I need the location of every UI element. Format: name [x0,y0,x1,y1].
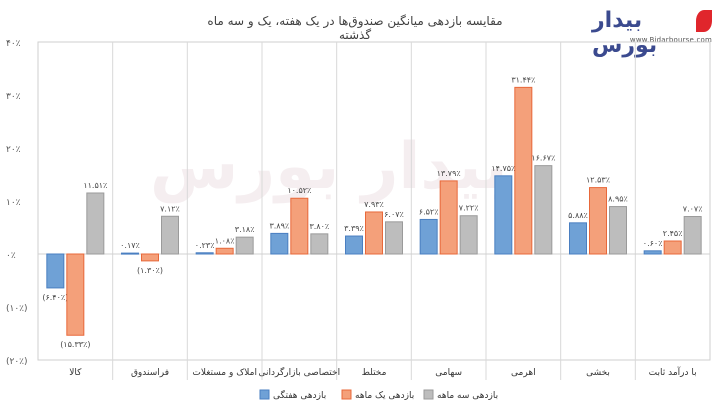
data-label-three_month: ۳.۱۸٪ [235,225,255,234]
y-tick-label: ۱۰٪ [6,198,21,208]
y-tick-label: ۲۰٪ [6,145,21,155]
data-label-three_month: ۱۶.۶۷٪ [531,154,555,163]
bar-weekly [345,235,363,255]
bar-three_month [683,216,702,255]
legend-swatch-weekly [259,389,270,400]
data-label-monthly: ۲.۴۵٪ [663,229,683,238]
data-label-three_month: ۷.۰۷٪ [683,205,703,214]
data-label-weekly: ۰.۲۳٪ [195,241,215,250]
bar-monthly [663,240,682,255]
data-label-weekly: ۳.۳۹٪ [344,224,364,233]
data-label-weekly: (۶.۴۰٪) [42,293,68,302]
data-label-weekly: ۵.۸۸٪ [568,211,588,220]
bar-weekly [643,250,662,255]
data-label-monthly: ۱۲.۵۳٪ [586,176,610,185]
logo-url: www.Bidarbourse.com [629,36,712,44]
legend-label-weekly: بازدهی هفتگی [273,389,326,401]
data-label-weekly: ۰.۱۷٪ [120,241,140,250]
legend-swatch-monthly [341,389,352,400]
logo-mark-icon [696,10,712,32]
bar-monthly [514,86,533,255]
bar-weekly [195,252,214,255]
data-label-monthly: (۱.۳۰٪) [137,266,163,275]
bar-monthly [439,180,458,255]
bar-monthly [141,253,159,262]
chart-title: مقایسه بازدهی میانگین صندوق‌ها در یک هفت… [207,14,503,42]
x-category-label: املاک و مستغلات [192,367,257,378]
bar-weekly [46,253,65,289]
data-label-monthly: ۳۱.۴۴٪ [511,75,535,84]
bar-monthly [215,247,234,255]
y-tick-label: ۴۰٪ [6,39,21,49]
data-label-weekly: ۳.۸۹٪ [269,221,289,230]
bar-weekly [419,218,438,255]
x-category-label: بخشی [586,368,610,378]
x-category-label: مختلط [362,368,387,378]
x-category-label: با درآمد ثابت [649,366,697,378]
legend-swatch-three_month [423,389,434,400]
data-label-monthly: ۱.۰۸٪ [215,236,235,245]
bar-weekly [494,175,513,255]
logo-wordmark: بیدار بورس [592,8,658,58]
data-label-three_month: ۳.۸۰٪ [309,222,329,231]
data-label-three_month: ۱۱.۵۱٪ [83,181,107,190]
bar-three_month [86,192,105,255]
bar-three_month [609,206,627,255]
data-label-three_month: ۷.۱۲٪ [160,204,180,213]
x-category-label: اهرمی [511,368,536,378]
legend-label-three_month: بازدهی سه ماهه [437,391,498,401]
bar-three_month [235,236,254,255]
bar-weekly [121,252,139,255]
data-label-weekly: ۶.۵۲٪ [419,207,439,216]
data-label-three_month: ۸.۹۵٪ [608,195,628,204]
bar-monthly [365,211,383,255]
bar-monthly [66,253,85,336]
bar-monthly [589,187,607,255]
y-tick-label: ۰٪ [6,251,16,261]
data-label-monthly: ۷.۹۳٪ [364,200,384,209]
data-label-three_month: ۶.۰۷٪ [384,210,404,219]
data-label-three_month: ۷.۲۲٪ [459,204,479,213]
bar-three_month [385,221,403,255]
bar-three_month [534,165,553,255]
legend-label-monthly: بازدهی یک ماهه [355,391,414,401]
y-tick-label: (۱۰٪) [6,304,28,314]
data-label-weekly: ۰.۶۰٪ [643,239,663,248]
x-category-label: سهامی [435,368,462,378]
brand-logo: بیدار بورس www.Bidarbourse.com [592,8,712,58]
bar-three_month [459,215,478,255]
bar-three_month [310,233,329,255]
bar-three_month [161,215,179,255]
data-label-monthly: (۱۵.۳۳٪) [60,340,90,349]
bar-monthly [290,197,309,255]
y-tick-label: ۳۰٪ [6,92,21,102]
x-category-label: کالا [69,368,82,378]
bar-weekly [569,222,587,255]
x-category-label: فراسندوق [131,368,169,378]
data-label-weekly: ۱۴.۷۵٪ [491,164,515,173]
x-category-label: اختصاصی بازارگردانی [259,366,341,378]
y-tick-label: (۲۰٪) [6,357,28,367]
plot-frame [37,41,711,361]
bar-weekly [270,232,289,255]
data-label-monthly: ۱۰.۵۲٪ [287,186,311,195]
data-label-monthly: ۱۳.۷۹٪ [437,169,461,178]
